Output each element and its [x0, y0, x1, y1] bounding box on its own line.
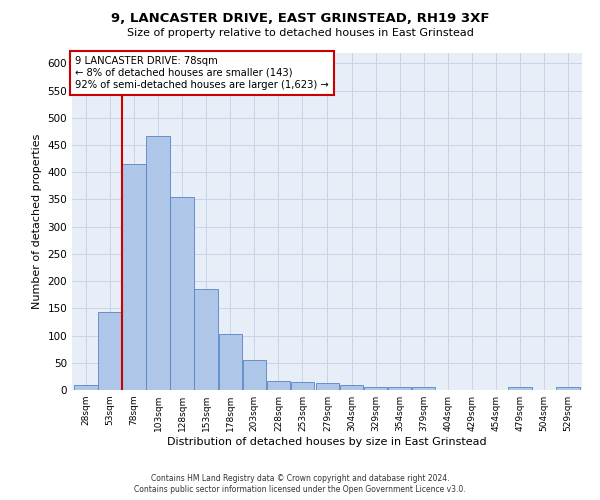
Text: 9, LANCASTER DRIVE, EAST GRINSTEAD, RH19 3XF: 9, LANCASTER DRIVE, EAST GRINSTEAD, RH19… [111, 12, 489, 26]
Text: Contains HM Land Registry data © Crown copyright and database right 2024.
Contai: Contains HM Land Registry data © Crown c… [134, 474, 466, 494]
Bar [316, 384, 339, 390]
Bar [122, 164, 146, 390]
Bar [146, 136, 170, 390]
Bar [194, 290, 218, 390]
Bar [364, 386, 388, 390]
Bar [242, 360, 266, 390]
X-axis label: Distribution of detached houses by size in East Grinstead: Distribution of detached houses by size … [167, 437, 487, 447]
Bar [266, 382, 290, 390]
Bar [340, 384, 364, 390]
Bar [290, 382, 314, 390]
Text: Size of property relative to detached houses in East Grinstead: Size of property relative to detached ho… [127, 28, 473, 38]
Y-axis label: Number of detached properties: Number of detached properties [32, 134, 42, 309]
Bar [556, 388, 580, 390]
Bar [218, 334, 242, 390]
Bar [170, 197, 194, 390]
Text: 9 LANCASTER DRIVE: 78sqm
← 8% of detached houses are smaller (143)
92% of semi-d: 9 LANCASTER DRIVE: 78sqm ← 8% of detache… [75, 56, 329, 90]
Bar [98, 312, 122, 390]
Bar [412, 388, 436, 390]
Bar [508, 388, 532, 390]
Bar [74, 384, 98, 390]
Bar [388, 388, 412, 390]
